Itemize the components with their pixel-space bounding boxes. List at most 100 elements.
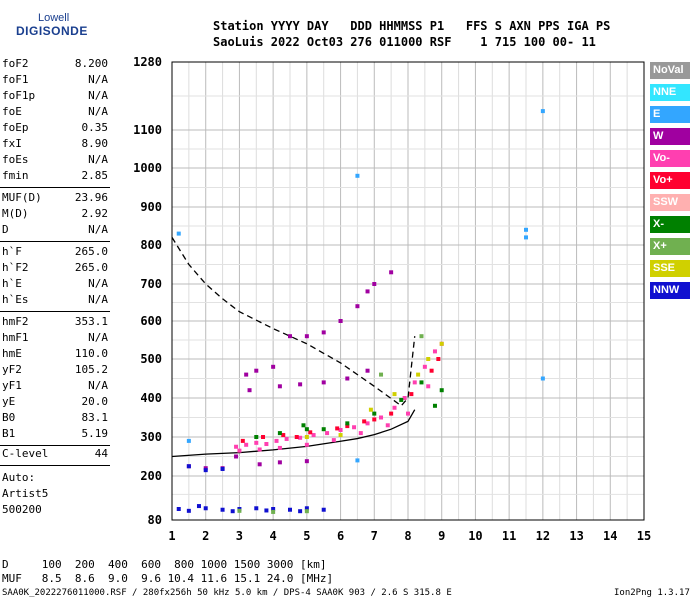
x-tick-label: 1 bbox=[168, 529, 175, 543]
echo-point-vo- bbox=[389, 411, 394, 416]
param-row: hmF1 N/A bbox=[2, 331, 108, 347]
echo-point-vo- bbox=[277, 445, 282, 450]
param-value: N/A bbox=[88, 331, 108, 344]
echo-point-vo- bbox=[274, 438, 279, 443]
echo-point-x- bbox=[237, 508, 242, 513]
param-name: D bbox=[2, 223, 9, 236]
echo-point-nnw bbox=[254, 506, 259, 511]
param-value: 2.92 bbox=[81, 207, 109, 220]
echo-point-nnw bbox=[203, 506, 208, 511]
echo-point-vo- bbox=[352, 425, 357, 430]
x-tick-label: 6 bbox=[337, 529, 344, 543]
echo-point-vo- bbox=[436, 357, 441, 361]
param-name: hmF2 bbox=[2, 315, 29, 328]
footer-d-line: D 100 200 400 600 800 1000 1500 3000 [km… bbox=[2, 558, 327, 571]
echo-point-vo- bbox=[409, 392, 414, 397]
param-value: 23.96 bbox=[74, 191, 108, 204]
param-row: fxI 8.90 bbox=[2, 137, 108, 153]
echo-point-nnw bbox=[196, 504, 201, 509]
echo-point-x- bbox=[419, 380, 424, 385]
y-tick-label: 500 bbox=[140, 352, 162, 366]
param-name: yE bbox=[2, 395, 16, 408]
param-name: foE bbox=[2, 105, 22, 118]
echo-point-x- bbox=[379, 372, 384, 377]
echo-point-x- bbox=[439, 388, 444, 393]
auto-line3: 500200 bbox=[2, 503, 42, 516]
param-name: fxI bbox=[2, 137, 22, 150]
y-tick-label: 900 bbox=[140, 200, 162, 214]
x-tick-label: 12 bbox=[536, 529, 550, 543]
echo-point-w bbox=[365, 289, 370, 294]
param-row: B1 5.19 bbox=[2, 427, 108, 443]
echo-point-x- bbox=[321, 427, 326, 432]
echo-point-vo- bbox=[362, 419, 367, 424]
echo-point-sse bbox=[426, 357, 431, 361]
echo-point-vo- bbox=[257, 447, 262, 452]
echo-point-nnw bbox=[304, 506, 309, 511]
echo-point-w bbox=[254, 368, 259, 373]
param-row: fmin 2.85 bbox=[2, 169, 108, 185]
echo-point-w bbox=[304, 459, 309, 464]
param-row: foE N/A bbox=[2, 105, 108, 121]
echo-point-vo- bbox=[304, 442, 309, 447]
param-row: foF1 N/A bbox=[2, 73, 108, 89]
echo-point-sse bbox=[416, 372, 421, 377]
echo-point-vo- bbox=[244, 442, 249, 447]
echo-point-e bbox=[186, 438, 191, 443]
param-name: hmE bbox=[2, 347, 22, 360]
echo-point-w bbox=[271, 364, 276, 369]
echo-point-vo- bbox=[429, 368, 434, 373]
echo-point-x- bbox=[304, 427, 309, 432]
echo-point-nnw bbox=[298, 509, 303, 514]
echo-point-nnw bbox=[264, 508, 269, 513]
param-value: 265.0 bbox=[74, 245, 108, 258]
footer-muf-line: MUF 8.5 8.6 9.0 9.6 10.4 11.6 15.1 24.0 … bbox=[2, 572, 334, 585]
echo-point-x- bbox=[432, 403, 437, 408]
echo-point-w bbox=[277, 460, 282, 465]
echo-point-w bbox=[321, 380, 326, 385]
param-separator bbox=[0, 241, 110, 242]
echo-point-nnw bbox=[220, 507, 225, 512]
x-tick-label: 8 bbox=[404, 529, 411, 543]
param-row: h`E N/A bbox=[2, 277, 108, 293]
param-value: N/A bbox=[88, 277, 108, 290]
echo-point-x- bbox=[254, 435, 259, 439]
echo-point-vo- bbox=[264, 442, 269, 447]
y-tick-label: 700 bbox=[140, 277, 162, 291]
echo-point-w bbox=[244, 372, 249, 377]
echo-point-e bbox=[540, 109, 545, 114]
echo-point-vo- bbox=[358, 431, 363, 436]
param-separator bbox=[0, 465, 110, 466]
y-tick-label: 1280 bbox=[133, 55, 162, 69]
mufd-curve bbox=[171, 237, 416, 407]
echo-point-sse bbox=[304, 435, 309, 439]
echo-point-w bbox=[345, 376, 350, 381]
y-tick-label: 200 bbox=[140, 469, 162, 483]
chart-curves bbox=[171, 237, 416, 458]
chart-points bbox=[176, 109, 545, 514]
param-name: foEp bbox=[2, 121, 29, 134]
y-tick-label: 1100 bbox=[133, 123, 162, 137]
y-tick-label: 600 bbox=[140, 314, 162, 328]
plot-frame bbox=[171, 61, 645, 521]
y-tick-label: 1000 bbox=[133, 161, 162, 175]
param-name: MUF(D) bbox=[2, 191, 42, 204]
echo-point-x- bbox=[277, 431, 282, 436]
param-row: M(D) 2.92 bbox=[2, 207, 108, 223]
x-tick-label: 15 bbox=[637, 529, 651, 543]
param-value: N/A bbox=[88, 379, 108, 392]
param-value: N/A bbox=[88, 293, 108, 306]
y-tick-label: 300 bbox=[140, 430, 162, 444]
param-value: 8.200 bbox=[74, 57, 108, 70]
legend-item-e: E bbox=[650, 106, 690, 123]
clevel-name: C-level bbox=[2, 447, 49, 460]
y-tick-label: 800 bbox=[140, 238, 162, 252]
auto-line1: Auto: bbox=[2, 471, 36, 484]
param-row: h`F2 265.0 bbox=[2, 261, 108, 277]
param-separator bbox=[0, 445, 110, 446]
legend-item-vo-: Vo+ bbox=[650, 172, 690, 189]
echo-point-vo- bbox=[365, 421, 370, 426]
param-name: yF2 bbox=[2, 363, 22, 376]
echo-point-w bbox=[389, 270, 394, 275]
